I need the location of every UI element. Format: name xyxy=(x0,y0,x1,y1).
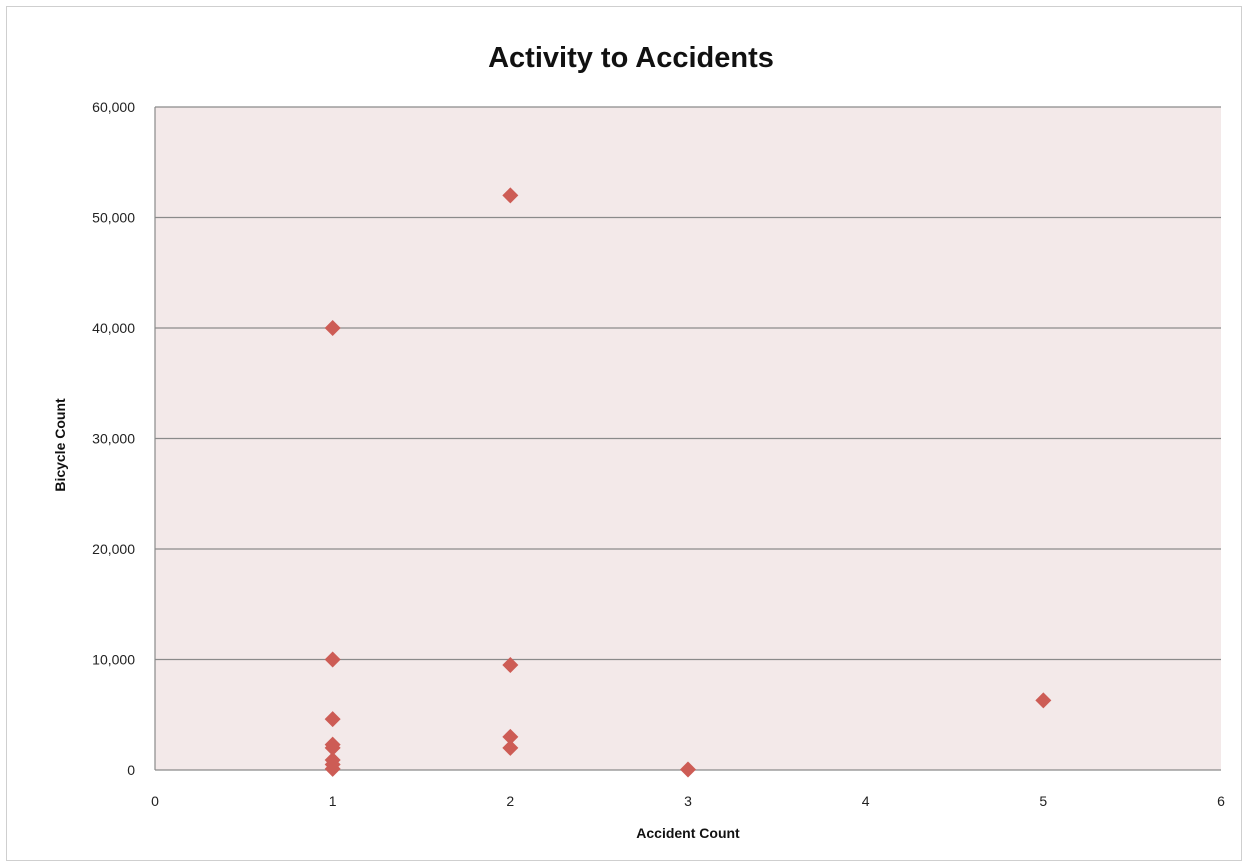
x-tick-labels: 0 1 2 3 4 5 6 xyxy=(151,793,1225,809)
y-tick-label: 60,000 xyxy=(92,99,135,115)
y-tick-label: 40,000 xyxy=(92,320,135,336)
chart-frame: 0 10,000 20,000 30,000 40,000 50,000 60,000 0 1… xyxy=(6,6,1242,861)
x-axis-title: Accident Count xyxy=(636,825,740,841)
data-point-diamond xyxy=(680,761,696,778)
x-tick-label: 2 xyxy=(506,793,514,809)
data-point-diamond xyxy=(324,760,341,777)
scatter-chart: 0 10,000 20,000 30,000 40,000 50,000 60,000 0 1… xyxy=(52,42,1225,841)
x-tick-label: 5 xyxy=(1039,793,1047,809)
chart-title: Activity to Accidents xyxy=(488,42,774,74)
y-tick-label: 10,000 xyxy=(92,652,135,668)
data-point-diamond xyxy=(324,651,341,668)
x-tick-label: 3 xyxy=(684,793,692,809)
y-tick-label: 30,000 xyxy=(92,431,135,447)
data-point-diamond xyxy=(324,739,341,756)
data-point-diamond xyxy=(1035,692,1052,709)
data-point-diamond xyxy=(502,187,519,204)
y-tick-label: 0 xyxy=(127,762,135,778)
y-tick-label: 50,000 xyxy=(92,210,135,226)
data-point-diamond xyxy=(502,728,519,745)
data-point-diamond xyxy=(502,739,519,756)
data-points xyxy=(324,187,1052,778)
x-tick-label: 4 xyxy=(862,793,870,809)
y-tick-label: 20,000 xyxy=(92,541,135,557)
data-point-diamond xyxy=(324,711,341,728)
data-point-diamond xyxy=(502,657,519,674)
data-point-diamond xyxy=(324,320,341,336)
x-tick-label: 0 xyxy=(151,793,159,809)
y-tick-labels: 0 10,000 20,000 30,000 40,000 50,000 60,000 xyxy=(92,99,135,778)
x-tick-label: 1 xyxy=(329,793,337,809)
y-axis-title: Bicycle Count xyxy=(52,398,68,492)
x-tick-label: 6 xyxy=(1217,793,1225,809)
